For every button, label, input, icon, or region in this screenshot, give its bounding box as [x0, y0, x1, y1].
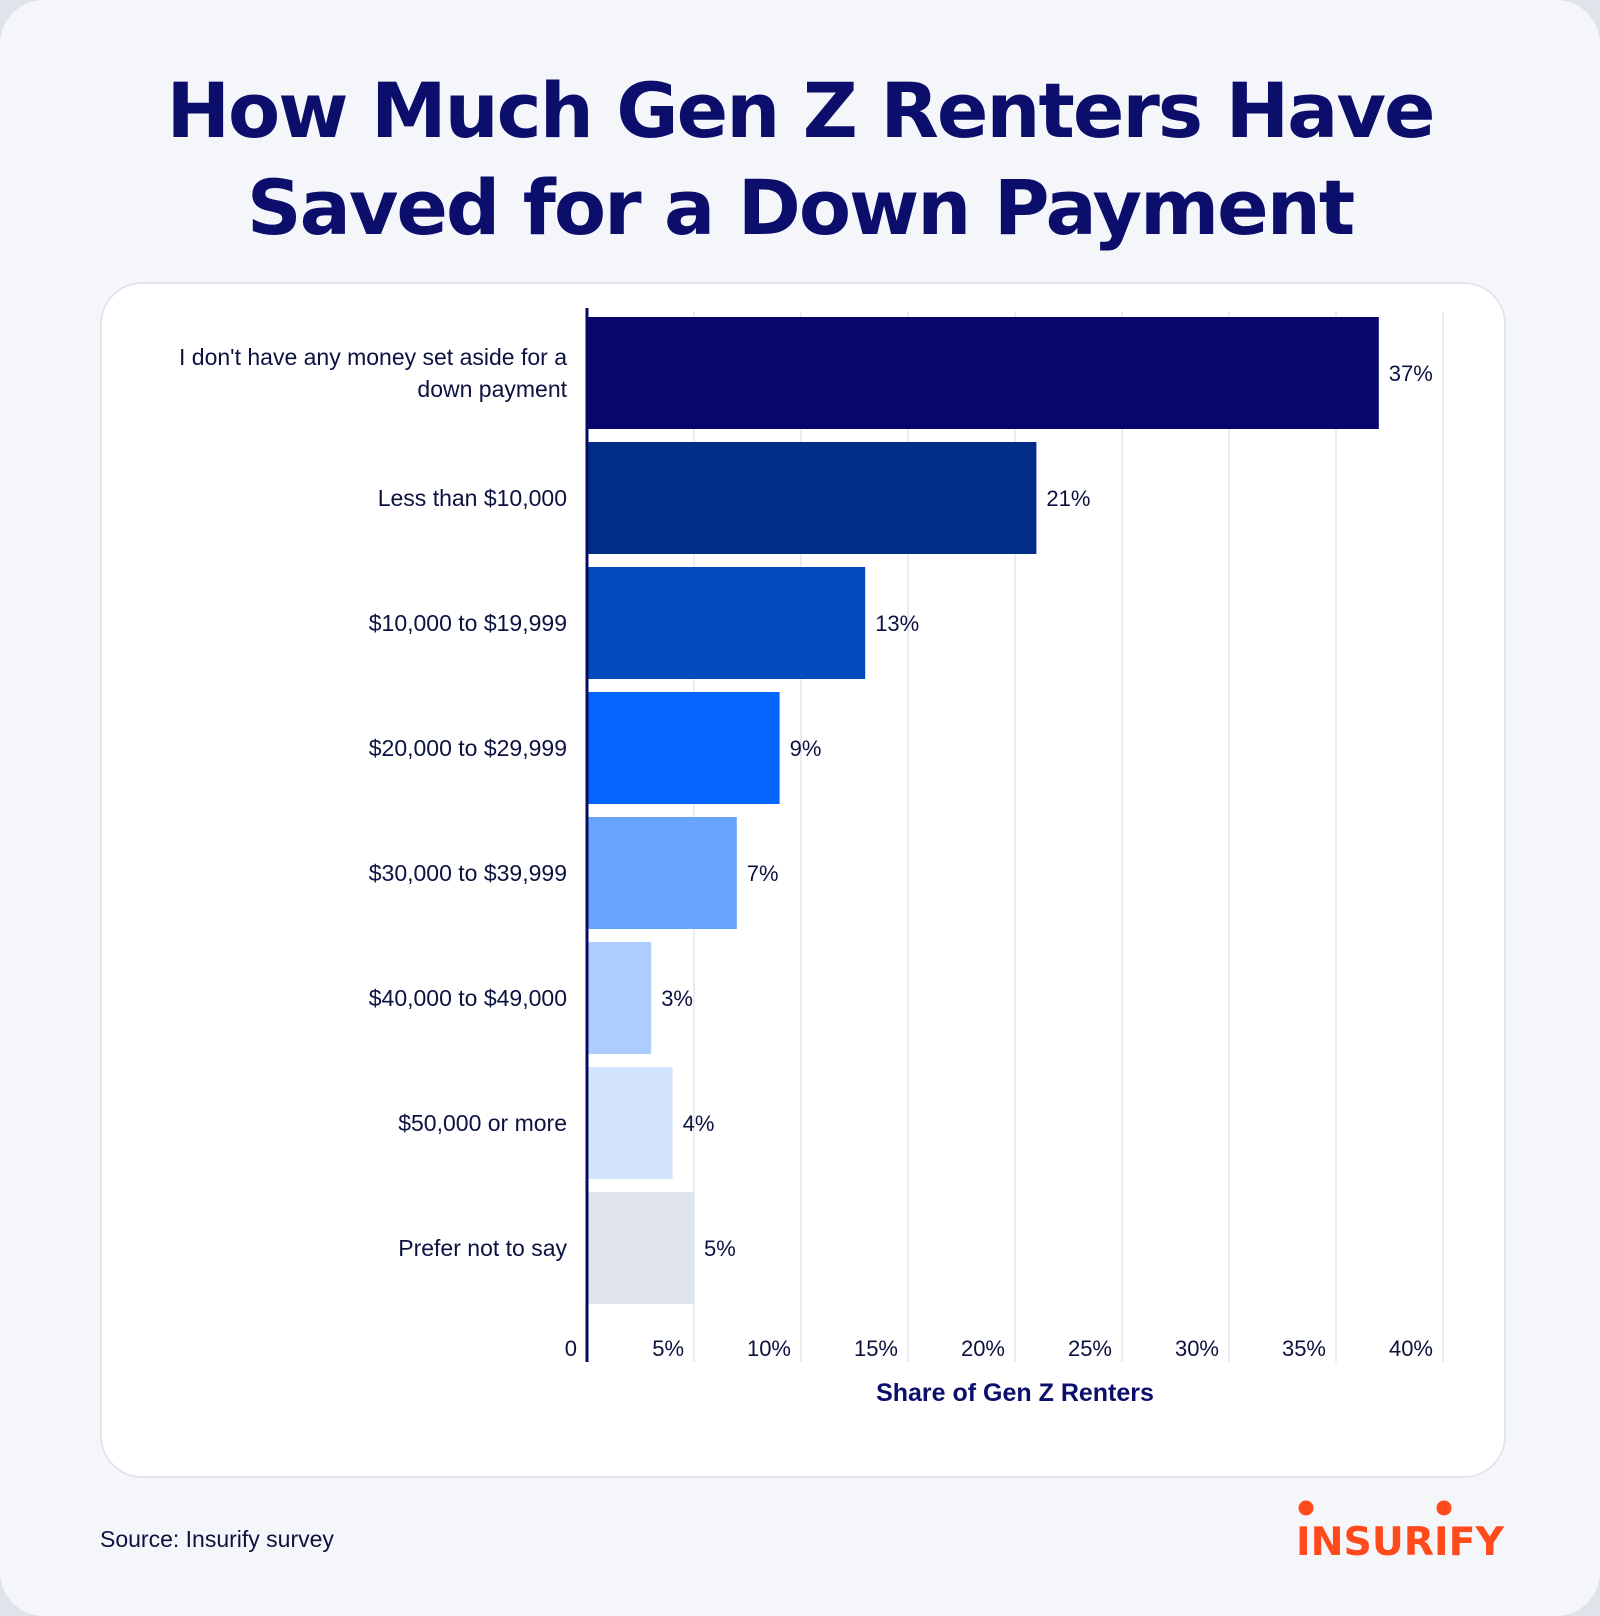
category-label: $30,000 to $39,999: [369, 860, 567, 886]
bar: [587, 567, 866, 679]
bar-value-label: 9%: [790, 736, 822, 761]
bar-value-label: 5%: [704, 1236, 736, 1261]
insurify-logo: INSURIFY: [1296, 1500, 1505, 1564]
bar: [587, 692, 780, 804]
logo-dot-right: [1436, 1500, 1452, 1516]
bar: [587, 317, 1379, 429]
bar-value-label: 21%: [1046, 486, 1090, 511]
x-tick-label: 30%: [1175, 1336, 1219, 1361]
x-tick-label: 5%: [652, 1336, 684, 1361]
bar: [587, 1192, 694, 1304]
category-label: $20,000 to $29,999: [369, 735, 567, 761]
title-line-1: How Much Gen Z Renters Have: [166, 66, 1435, 155]
bar-value-label: 3%: [661, 986, 693, 1011]
logo-dot-left: [1298, 1500, 1314, 1516]
x-tick-label: 40%: [1389, 1336, 1433, 1361]
x-tick-label: 10%: [747, 1336, 791, 1361]
x-tick-label: 15%: [854, 1336, 898, 1361]
x-tick-label: 25%: [1068, 1336, 1112, 1361]
bar: [587, 817, 737, 929]
chart-card: 37% I don't have any money set aside for …: [100, 282, 1506, 1478]
category-label: Less than $10,000: [378, 485, 567, 511]
x-axis-title: Share of Gen Z Renters: [876, 1379, 1154, 1407]
category-label: $50,000 or more: [398, 1110, 567, 1136]
category-label: $10,000 to $19,999: [369, 610, 567, 636]
chart-title: How Much Gen Z Renters Have Saved for a …: [60, 62, 1540, 256]
source-note: Source: Insurify survey: [100, 1526, 334, 1552]
x-tick-label: 0: [565, 1336, 577, 1361]
bar: [587, 1067, 673, 1179]
title-line-2: Saved for a Down Payment: [246, 163, 1355, 252]
category-label: Prefer not to say: [398, 1235, 567, 1261]
category-label: down payment: [417, 376, 567, 402]
bar-chart: 37% I don't have any money set aside for …: [179, 308, 1444, 1407]
bar-value-label: 7%: [747, 861, 779, 886]
logo-wordmark: INSURIFY: [1296, 1520, 1505, 1564]
category-label: I don't have any money set aside for a: [179, 344, 567, 370]
bar-value-label: 13%: [875, 611, 919, 636]
bar: [587, 942, 652, 1054]
bar-value-label: 4%: [683, 1111, 715, 1136]
x-tick-label: 20%: [961, 1336, 1005, 1361]
bar: [587, 442, 1037, 554]
bar-value-label: 37%: [1389, 361, 1433, 386]
x-tick-label: 35%: [1282, 1336, 1326, 1361]
category-label: $40,000 to $49,000: [369, 985, 567, 1011]
